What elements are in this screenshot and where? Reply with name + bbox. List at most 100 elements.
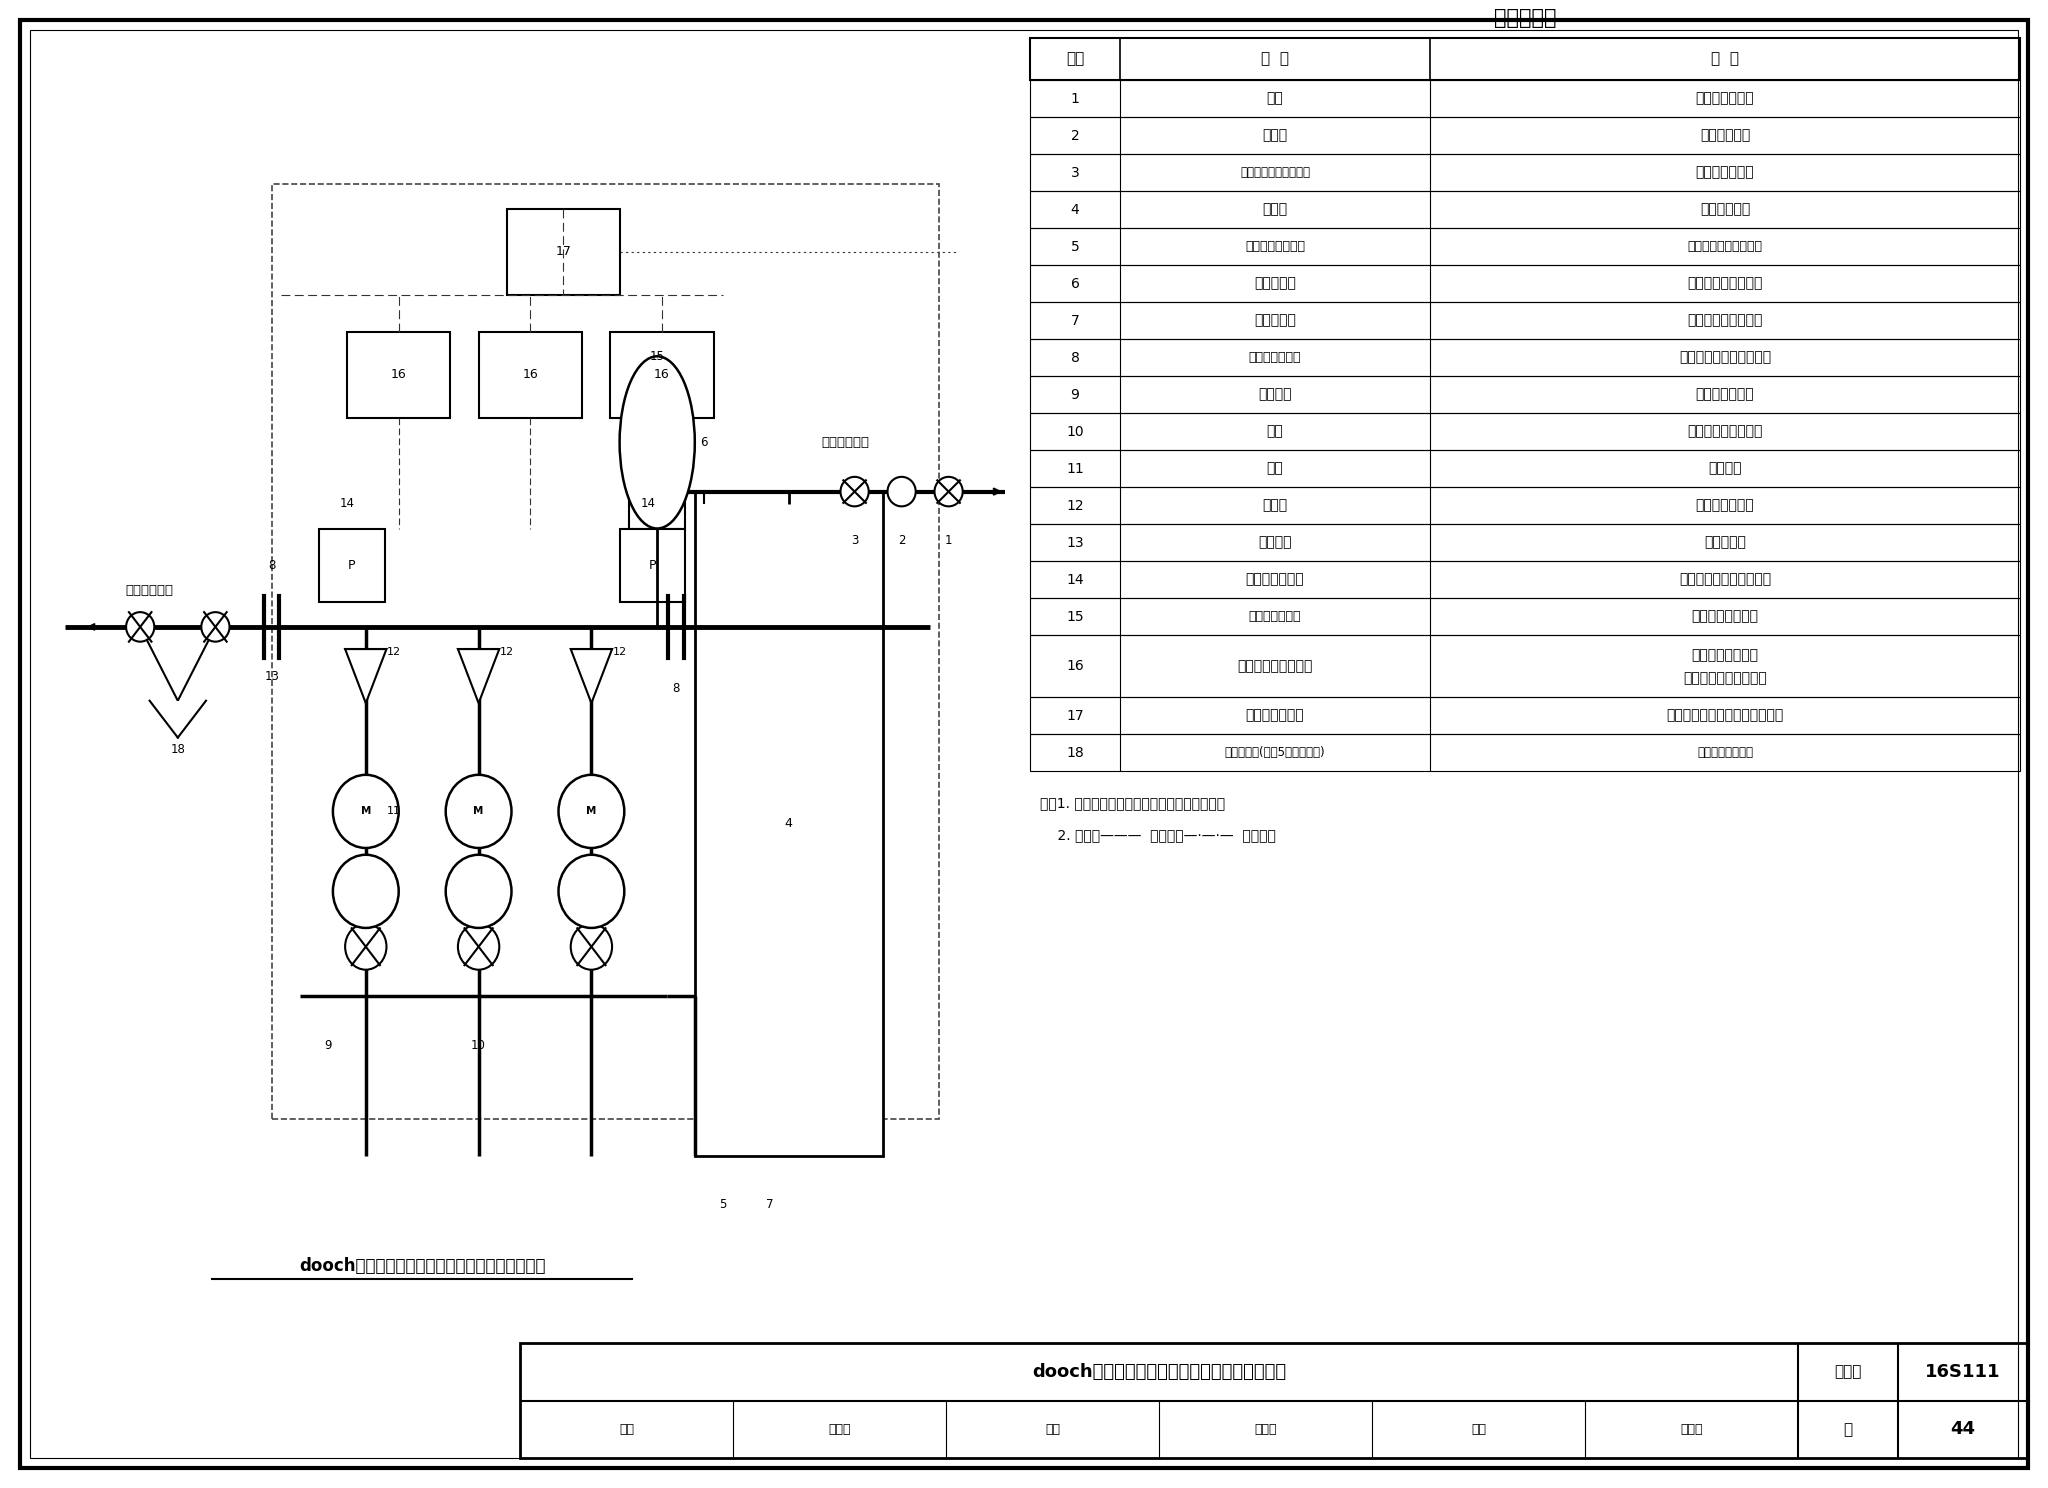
Text: 16: 16 (522, 368, 539, 381)
Text: 2. 图例：———  控制线；—·—·—  信号线。: 2. 图例：——— 控制线；—·—·— 信号线。 (1040, 827, 1276, 842)
Text: 1: 1 (944, 534, 952, 548)
Text: 页: 页 (1843, 1423, 1853, 1437)
Text: 校对: 校对 (1044, 1423, 1061, 1436)
Text: 储水箱自动补水: 储水箱自动补水 (1696, 165, 1755, 180)
Text: 图集号: 图集号 (1835, 1364, 1862, 1379)
Bar (506, 208, 621, 295)
Bar (629, 479, 686, 528)
Bar (1030, 449, 2019, 487)
Text: 出水压力传感器: 出水压力传感器 (1245, 573, 1305, 586)
Text: 检测设备出水管供水压力: 检测设备出水管供水压力 (1679, 573, 1772, 586)
Ellipse shape (559, 854, 625, 929)
Text: dooch系列全变频恒压供水设备组成及控制原理图: dooch系列全变频恒压供水设备组成及控制原理图 (299, 1257, 545, 1275)
Bar (272, 185, 940, 1119)
Text: 8: 8 (268, 559, 276, 571)
Ellipse shape (201, 612, 229, 641)
Text: 7: 7 (766, 1198, 774, 1211)
Text: 11: 11 (387, 806, 401, 817)
Text: 出水总管: 出水总管 (1257, 536, 1292, 549)
Bar (1030, 376, 2019, 414)
Bar (1030, 561, 2019, 598)
Text: 3: 3 (1071, 165, 1079, 180)
Text: 10: 10 (471, 1039, 485, 1052)
Text: 16: 16 (1067, 659, 1083, 673)
Text: 水箱自洁消毒装置: 水箱自洁消毒装置 (1245, 240, 1305, 253)
Text: 9: 9 (1071, 387, 1079, 402)
Text: 参数设定、调整与显示: 参数设定、调整与显示 (1683, 671, 1767, 686)
Text: 设计: 设计 (1470, 1423, 1487, 1436)
Text: 11: 11 (1067, 461, 1083, 476)
Text: 14: 14 (1067, 573, 1083, 586)
Ellipse shape (840, 476, 868, 506)
Text: 9: 9 (324, 1039, 332, 1052)
Text: 16S111: 16S111 (1925, 1363, 2001, 1381)
Text: 6: 6 (700, 436, 709, 449)
Text: 1: 1 (1071, 91, 1079, 106)
Polygon shape (459, 649, 500, 704)
Text: 10: 10 (1067, 424, 1083, 439)
Bar (1030, 524, 2019, 561)
Ellipse shape (621, 356, 694, 528)
Text: 胶囊式气压水罐: 胶囊式气压水罐 (1249, 610, 1300, 623)
Text: 供连接消毒装置用: 供连接消毒装置用 (1698, 745, 1753, 759)
Text: 吴海林: 吴海林 (1253, 1423, 1276, 1436)
Ellipse shape (571, 924, 612, 970)
Text: M: M (586, 806, 596, 817)
Text: 14: 14 (340, 497, 354, 510)
Text: 数字集成变频控制器: 数字集成变频控制器 (1237, 659, 1313, 673)
Bar (1030, 696, 2019, 734)
Text: 止回阀: 止回阀 (1262, 498, 1288, 512)
Text: 接自供水管网: 接自供水管网 (821, 436, 868, 449)
Text: 吸水总管: 吸水总管 (1257, 387, 1292, 402)
Bar (621, 528, 686, 603)
Text: 可曲挠橡胶接头: 可曲挠橡胶接头 (1249, 351, 1300, 365)
Text: 防止压力水回流: 防止压力水回流 (1696, 498, 1755, 512)
Polygon shape (571, 649, 612, 704)
Text: 18: 18 (170, 744, 184, 756)
Bar (1030, 734, 2019, 771)
Text: 储水箱: 储水箱 (1262, 202, 1288, 216)
Text: 12: 12 (387, 646, 401, 656)
Text: 自动控制触摸屏: 自动控制触摸屏 (1245, 708, 1305, 723)
Text: 13: 13 (1067, 536, 1083, 549)
Text: 6: 6 (1071, 277, 1079, 290)
Bar (694, 491, 883, 1156)
Bar (319, 528, 385, 603)
Text: 17: 17 (555, 246, 571, 259)
Text: 15: 15 (1067, 610, 1083, 623)
Text: 接至用户管网: 接至用户管网 (125, 583, 174, 597)
Bar (1030, 153, 2019, 190)
Text: 清洁水箱，对储水消毒: 清洁水箱，对储水消毒 (1688, 240, 1763, 253)
Text: 8: 8 (672, 682, 680, 695)
Text: 水泵: 水泵 (1266, 461, 1284, 476)
Bar (520, 1344, 2028, 1458)
Text: 隔振、便于管路拆卸检修: 隔振、便于管路拆卸检修 (1679, 351, 1772, 365)
Text: dooch系列全变频恒压供水设备组成及控制原理: dooch系列全变频恒压供水设备组成及控制原理 (1032, 1363, 1286, 1381)
Ellipse shape (446, 775, 512, 848)
Bar (1030, 228, 2019, 265)
Bar (1030, 635, 2019, 696)
Text: 消毒器接口(序号5未设置时用): 消毒器接口(序号5未设置时用) (1225, 745, 1325, 759)
Text: 18: 18 (1067, 745, 1083, 759)
Text: 罗定元: 罗定元 (827, 1423, 850, 1436)
Text: 12: 12 (1067, 498, 1083, 512)
Text: 15: 15 (649, 350, 666, 363)
Text: 5: 5 (719, 1198, 727, 1211)
Text: 水箱低水位停机保护: 水箱低水位停机保护 (1688, 277, 1763, 290)
Text: 阀门: 阀门 (1266, 91, 1284, 106)
Text: P: P (348, 559, 356, 571)
Bar (1030, 118, 2019, 153)
Ellipse shape (446, 854, 512, 929)
Text: 5: 5 (1071, 240, 1079, 253)
Text: 13: 13 (264, 670, 279, 683)
Text: 阀门: 阀门 (1266, 424, 1284, 439)
Text: 过滤管网进水: 过滤管网进水 (1700, 128, 1751, 143)
Text: 主要部件表: 主要部件表 (1493, 7, 1556, 28)
Text: 设定、调整及显示设备运行参数: 设定、调整及显示设备运行参数 (1667, 708, 1784, 723)
Text: 44: 44 (1950, 1421, 1976, 1439)
Text: 2: 2 (897, 534, 905, 548)
Ellipse shape (334, 854, 399, 929)
Bar (346, 332, 451, 418)
Text: M: M (360, 806, 371, 817)
Bar (1030, 598, 2019, 635)
